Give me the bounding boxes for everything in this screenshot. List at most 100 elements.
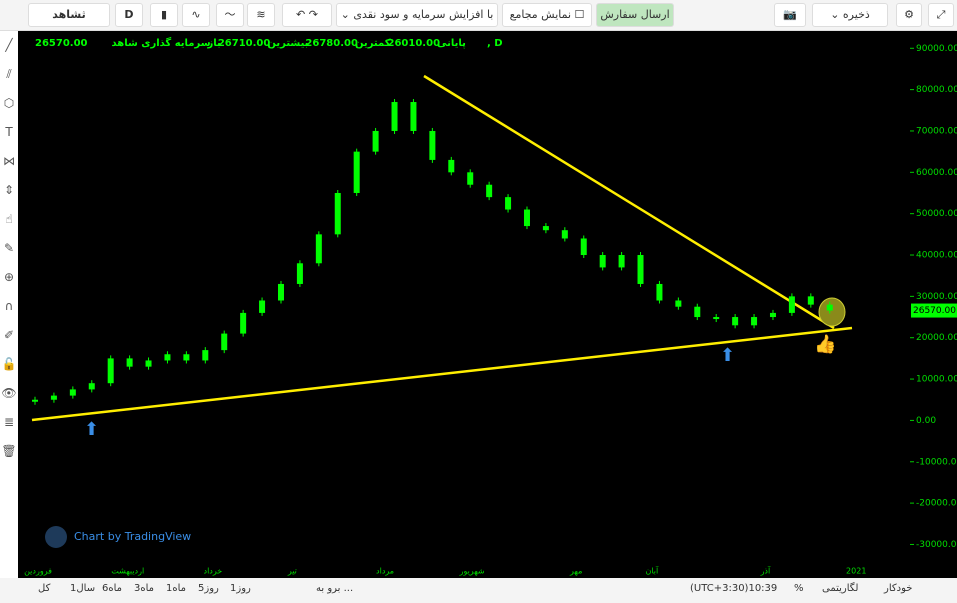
range-button[interactable]: 3ماه bbox=[134, 583, 155, 594]
time-axis-bg bbox=[18, 561, 910, 578]
range-button[interactable]: 5روز bbox=[198, 583, 219, 594]
candle bbox=[69, 389, 76, 396]
y-tick-label: 30000.00 bbox=[916, 292, 957, 302]
legend-high: 26780.00 bbox=[305, 38, 358, 49]
legend-open: 26710.00 bbox=[218, 38, 271, 49]
candle bbox=[353, 151, 360, 193]
y-tick-label: 90000.00 bbox=[916, 44, 957, 54]
candle bbox=[410, 102, 417, 131]
candle bbox=[88, 383, 95, 390]
tool-icons[interactable]: ╱ ⫽ ⬡ T ⋈ ⇕ ☝ ✎ ⊕ ∩ ✐ 🔓 👁 ≣ 🗑 bbox=[1, 38, 17, 458]
candle bbox=[656, 283, 663, 301]
left-toolbar: ╱ ⫽ ⬡ T ⋈ ⇕ ☝ ✎ ⊕ ∩ ✐ 🔓 👁 ≣ 🗑 bbox=[0, 31, 19, 603]
fullscreen[interactable]: ⤢ bbox=[928, 3, 954, 27]
y-tick-label: 20000.00 bbox=[916, 333, 957, 343]
save-button[interactable]: ذخیره ⌄ bbox=[812, 3, 888, 27]
trend-line[interactable] bbox=[423, 74, 835, 330]
highlight-circle[interactable] bbox=[818, 297, 846, 327]
range-button[interactable]: کل bbox=[38, 583, 51, 594]
legend-close: 26570.00 bbox=[35, 38, 88, 49]
legend-open-label: باز bbox=[207, 38, 221, 49]
y-tick-label: 10000.00 bbox=[916, 375, 957, 385]
candle bbox=[221, 333, 228, 351]
candle bbox=[523, 209, 530, 227]
candle bbox=[107, 358, 114, 384]
candle bbox=[751, 317, 758, 326]
chart-legend: 26570.00 پایانی26010.00کمترین26780.00بیشت… bbox=[35, 36, 503, 49]
watermark: Chart by TradingView bbox=[74, 530, 191, 543]
candle bbox=[618, 255, 625, 268]
legend-low: 26010.00 bbox=[388, 38, 441, 49]
chart: ⬆ ⬆ 👍 26570.00 پایانی26010.00کمترین26780.… bbox=[18, 31, 957, 578]
candle bbox=[259, 300, 266, 313]
candle bbox=[391, 102, 398, 131]
undo-redo[interactable]: ↶ ↷ bbox=[282, 3, 332, 27]
candle bbox=[675, 300, 682, 307]
last-price-label: 26570.00 bbox=[913, 306, 956, 316]
x-tick-label: آبان bbox=[645, 566, 659, 576]
candle bbox=[315, 234, 322, 264]
x-tick-label: خرداد bbox=[204, 567, 223, 576]
candle bbox=[164, 354, 171, 361]
candle bbox=[732, 317, 739, 326]
x-tick-label: فروردین bbox=[24, 567, 52, 576]
candle bbox=[467, 172, 474, 185]
candle bbox=[372, 130, 379, 152]
x-tick-label: اردیبهشت bbox=[111, 567, 144, 576]
arrow-up: ⬆ bbox=[720, 345, 735, 366]
range-button[interactable]: 1ماه bbox=[166, 583, 187, 594]
range-button[interactable]: 6ماه bbox=[102, 583, 123, 594]
cumulative-toggle[interactable]: ☐ نمایش مجامع bbox=[502, 3, 592, 27]
candle bbox=[486, 184, 493, 198]
candle bbox=[448, 159, 455, 173]
y-tick-label: 50000.00 bbox=[916, 209, 957, 219]
symbol[interactable]: ثشاهد bbox=[28, 3, 110, 27]
candle bbox=[637, 255, 644, 284]
auto-toggle[interactable]: خودکار bbox=[884, 583, 913, 594]
x-tick-label: 2021 bbox=[846, 567, 866, 576]
line-icon[interactable]: 〜 bbox=[216, 3, 244, 27]
candle bbox=[240, 312, 247, 334]
interval[interactable]: D bbox=[115, 3, 143, 27]
candle bbox=[334, 192, 341, 235]
y-tick-label: 0.00 bbox=[916, 416, 936, 426]
candle bbox=[580, 238, 587, 256]
candle bbox=[183, 354, 190, 361]
y-tick-label: 80000.00 bbox=[916, 85, 957, 95]
candle bbox=[713, 317, 720, 320]
bottom-bar: کل 1سال 6ماه 3ماه 1ماه 5روز 1روز برو به ... (UTC… bbox=[0, 578, 957, 603]
settings[interactable]: ⚙ bbox=[896, 3, 922, 27]
y-tick-label: -10000.00 bbox=[916, 457, 957, 467]
percent-toggle[interactable]: % bbox=[794, 583, 804, 594]
tv-logo bbox=[45, 526, 67, 548]
top-toolbar: ثشاهد D ▮ ∿ 〜 ≋ ↶ ↷ با افزایش سرمایه و س… bbox=[0, 0, 957, 31]
range-button[interactable]: 1سال bbox=[70, 583, 96, 594]
candle bbox=[277, 283, 284, 301]
goto-button[interactable]: برو به ... bbox=[316, 583, 354, 594]
candle bbox=[769, 312, 776, 318]
range-button[interactable]: 1روز bbox=[230, 583, 251, 594]
order-button[interactable]: ارسال سفارش bbox=[596, 3, 674, 27]
area-icon[interactable]: ≋ bbox=[247, 3, 275, 27]
clock: (UTC+3:30)10:39 bbox=[690, 583, 778, 594]
x-tick-label: تیر bbox=[287, 567, 297, 576]
candle-icon[interactable]: ▮ bbox=[150, 3, 178, 27]
x-tick-label: آذر bbox=[760, 566, 771, 576]
trend-line[interactable] bbox=[31, 326, 853, 422]
adjust-select[interactable]: با افزایش سرمایه و سود نقدی ⌄ bbox=[336, 3, 498, 27]
y-tick-label: 60000.00 bbox=[916, 168, 957, 178]
candle bbox=[694, 306, 701, 318]
candle bbox=[807, 296, 814, 305]
x-tick-label: مرداد bbox=[376, 567, 394, 576]
indicator-icon[interactable]: ∿ bbox=[182, 3, 210, 27]
snapshot[interactable]: 📷 bbox=[774, 3, 806, 27]
candle bbox=[202, 350, 209, 361]
last-price-box bbox=[911, 303, 957, 318]
candle bbox=[505, 197, 512, 210]
legend-high-label: بیشترین bbox=[267, 38, 308, 49]
plot-bg bbox=[18, 31, 910, 561]
y-tick-label: -20000.00 bbox=[916, 499, 957, 509]
log-toggle[interactable]: لگاریتمی bbox=[822, 583, 859, 594]
candle bbox=[296, 263, 303, 284]
